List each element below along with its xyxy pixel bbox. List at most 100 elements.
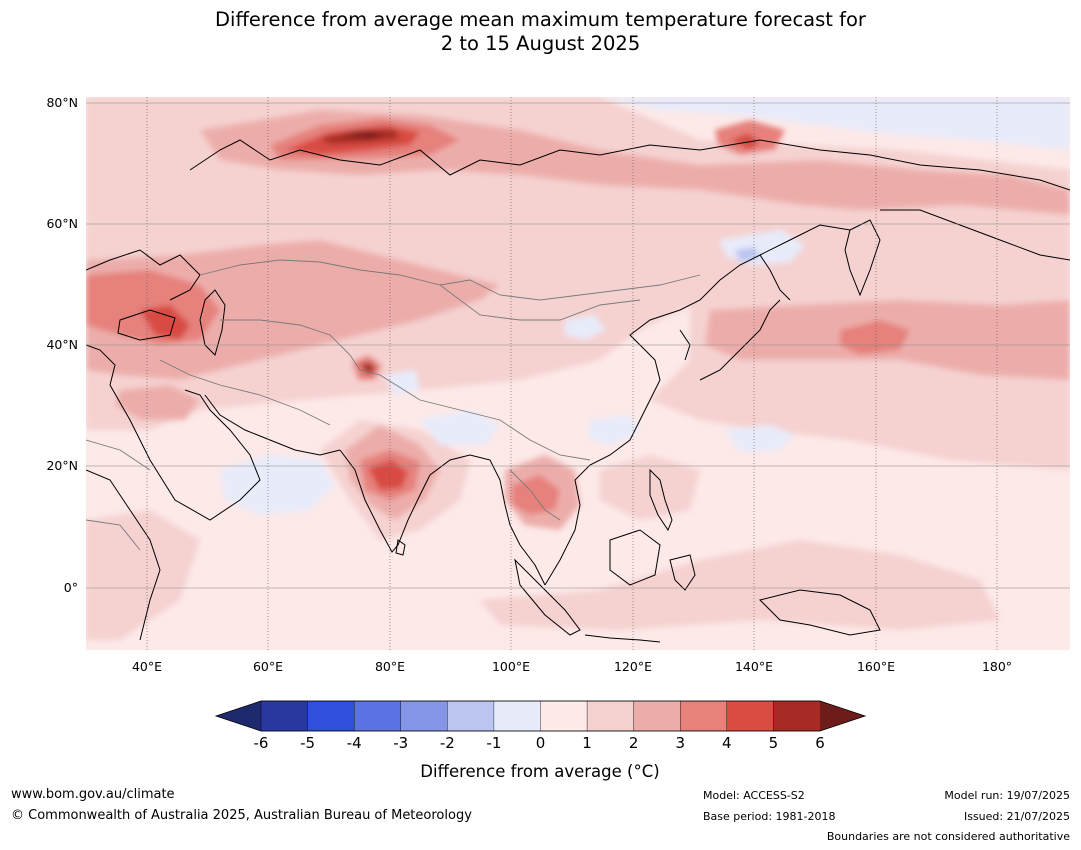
coastline-mediterranean — [86, 344, 116, 386]
colorbar-ticks: -6 -5 -4 -3 -2 -1 0 1 2 3 4 5 6 — [254, 734, 825, 752]
colorbar-swatch — [586, 700, 635, 732]
coastline-java — [584, 634, 661, 643]
anomaly-1-2-equatorial — [480, 540, 1000, 630]
colorbar-swatch — [260, 700, 309, 732]
footer-issued: Issued: 21/07/2025 — [963, 810, 1070, 823]
anomaly-neg-arctic — [600, 97, 1070, 150]
lon-label-160e: 160°E — [857, 659, 895, 674]
coastline-new-guinea — [759, 589, 881, 636]
lat-label-80n: 80°N — [46, 95, 78, 110]
lat-label-60n: 60°N — [46, 216, 78, 231]
coastline-okhotsk — [759, 224, 851, 256]
colorbar-tick-label: -1 — [486, 734, 501, 752]
coastline-indochina — [544, 254, 791, 586]
footer-copyright: © Commonwealth of Australia 2025, Austra… — [11, 808, 472, 823]
border-russia-kazakhstan — [199, 259, 701, 301]
map-panel — [86, 97, 1070, 650]
coastline-arabia — [109, 384, 261, 521]
colorbar-swatch — [540, 700, 588, 732]
colorbar-tick-label: -5 — [300, 734, 315, 752]
colorbar-tick-label: 3 — [675, 734, 685, 752]
lon-label-140e: 140°E — [735, 659, 773, 674]
coastline-india — [339, 449, 471, 553]
title-line-1: Difference from average mean maximum tem… — [215, 8, 866, 31]
colorbar-swatch — [307, 700, 355, 732]
border-china-mongolia — [439, 284, 641, 321]
colorbar-tick-label: 5 — [769, 734, 779, 752]
coastline-bay-of-bengal — [469, 454, 546, 586]
lon-label-120e: 120°E — [614, 659, 652, 674]
colorbar-under-arrow — [216, 701, 261, 731]
lat-label-40n: 40°N — [46, 337, 78, 352]
coastline-europe-west — [86, 249, 201, 301]
colorbar-swatch — [680, 700, 728, 732]
colorbar-swatch — [400, 700, 448, 732]
lat-label-20n: 20°N — [46, 458, 78, 473]
footer-boundaries-note: Boundaries are not considered authoritat… — [826, 830, 1070, 843]
anomaly-4-5-caspian — [140, 305, 190, 340]
colorbar-over-arrow — [820, 701, 865, 731]
colorbar-label: Difference from average (°C) — [420, 762, 659, 781]
border-china-south — [379, 374, 591, 461]
colorbar-tick-label: -2 — [440, 734, 455, 752]
colorbar-tick-label: 4 — [722, 734, 732, 752]
border-africa — [86, 439, 151, 551]
colorbar-tick-label: -4 — [347, 734, 362, 752]
anomaly-4-5-india — [368, 460, 408, 490]
border-middle-east — [159, 359, 331, 426]
colorbar-tick-label: 2 — [629, 734, 639, 752]
anomaly-4-5-east-siberia — [730, 133, 760, 150]
anomaly-2-3-arabia — [115, 385, 200, 420]
coastline-sri-lanka — [395, 539, 406, 556]
lon-label-180: 180° — [982, 659, 1012, 674]
anomaly-neg-philippine-sea — [725, 425, 795, 452]
colorbar: -6 -5 -4 -3 -2 -1 0 1 2 3 4 5 6 Difference from aver… — [214, 700, 867, 781]
footer-base-period: Base period: 1981-2018 — [703, 810, 836, 823]
anomaly-over-6-yamal — [340, 132, 385, 138]
anomaly-neg-himalaya — [385, 370, 420, 395]
anomaly-neg-bay-bengal — [420, 410, 500, 445]
coastline-bering — [880, 209, 1070, 261]
colorbar-swatches — [260, 700, 821, 732]
coastline-sumatra — [514, 558, 581, 636]
coastline-sulawesi — [669, 554, 696, 591]
footer-model-run: Model run: 19/07/2025 — [944, 789, 1070, 802]
anomaly-neg-east-china-sea — [588, 415, 640, 445]
footer-model: Model: ACCESS-S2 — [703, 789, 805, 802]
anomaly-3-4-pacific — [840, 320, 910, 355]
colorbar-swatch — [353, 700, 402, 732]
coastline-africa-horn — [86, 469, 161, 641]
anomaly-5-6-pamir — [360, 362, 376, 375]
colorbar-swatch — [726, 700, 774, 732]
coastline-philippines — [649, 468, 673, 532]
anomaly-neg-arabian-sea — [220, 455, 335, 515]
coastline-arctic — [189, 139, 1070, 191]
lon-label-100e: 100°E — [492, 659, 530, 674]
chart-title: Difference from average mean maximum tem… — [0, 8, 1081, 56]
coastline-kamchatka — [844, 219, 881, 297]
colorbar-swatch — [773, 700, 821, 732]
colorbar-tick-label: -3 — [393, 734, 408, 752]
coastlines — [86, 139, 1070, 643]
lon-label-60e: 60°E — [253, 659, 283, 674]
colorbar-swatch — [447, 700, 495, 732]
coastline-borneo — [609, 529, 661, 586]
colorbar-swatch — [493, 700, 542, 732]
country-borders — [86, 259, 701, 551]
lat-label-0: 0° — [64, 580, 78, 595]
anomaly-neg-tibet — [565, 315, 605, 340]
anomaly-1-2-west-africa — [86, 510, 200, 640]
coastline-persian-gulf — [204, 394, 341, 456]
colorbar-tick-label: -6 — [254, 734, 269, 752]
title-line-2: 2 to 15 August 2025 — [440, 32, 641, 55]
coastline-black-sea — [117, 309, 176, 341]
colorbar-outline — [214, 700, 867, 732]
colorbar-tick-label: 1 — [582, 734, 592, 752]
lon-label-40e: 40°E — [132, 659, 162, 674]
graticule — [86, 97, 1070, 650]
anomaly-3-4-indochina — [512, 475, 560, 515]
colorbar-tick-label: 0 — [536, 734, 546, 752]
latitude-labels: 80°N 60°N 40°N 20°N 0° — [46, 95, 78, 595]
border-central-asia — [220, 319, 381, 376]
